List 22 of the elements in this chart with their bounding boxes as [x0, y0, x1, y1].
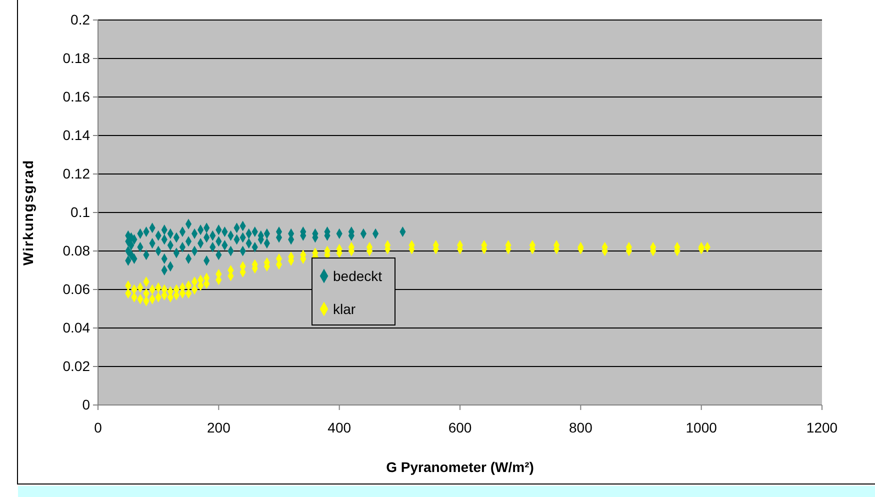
y-tick-label: 0.18: [62, 50, 90, 66]
y-tick-label: 0: [82, 396, 90, 412]
x-tick-label: 400: [328, 420, 352, 436]
x-tick-label: 200: [206, 420, 231, 436]
x-tick-label: 600: [448, 420, 472, 436]
y-tick-label: 0.14: [62, 126, 90, 143]
y-tick-label: 0.12: [62, 165, 90, 182]
x-axis-title: G Pyranometer (W/m²): [386, 459, 534, 475]
y-tick-label: 0.06: [62, 280, 90, 297]
x-tick-label: 1000: [686, 420, 718, 436]
y-tick-label: 0.1: [70, 204, 90, 220]
x-tick-label: 1200: [806, 420, 838, 436]
y-tick-label: 0.2: [70, 11, 90, 28]
y-axis-title: Wirkungsgrad: [20, 160, 36, 266]
legend-label: klar: [333, 301, 356, 317]
y-tick-label: 0.02: [62, 358, 90, 374]
y-tick-label: 0.08: [62, 242, 90, 258]
y-tick-label: 0.16: [62, 88, 90, 104]
y-tick-label: 0.04: [62, 319, 90, 336]
legend-label: bedeckt: [333, 268, 382, 284]
x-tick-label: 800: [568, 420, 593, 436]
x-tick-label: 0: [94, 420, 102, 436]
